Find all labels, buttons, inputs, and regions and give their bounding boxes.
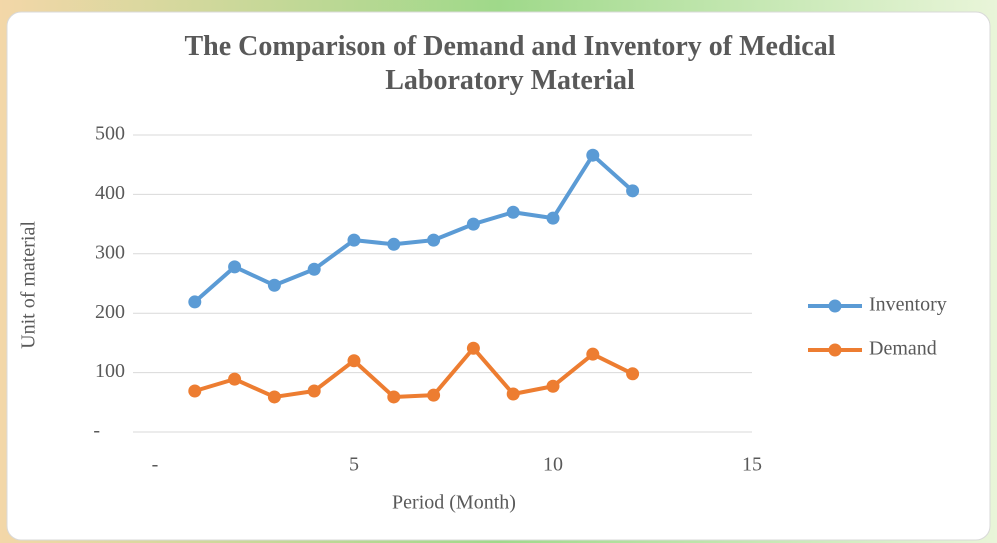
x-tick-label: - <box>152 454 159 476</box>
marker <box>427 388 441 402</box>
x-tick-label: 15 <box>742 454 762 476</box>
marker <box>466 217 480 231</box>
marker <box>546 379 560 393</box>
marker <box>506 387 520 401</box>
line <box>194 346 634 399</box>
marker <box>228 260 242 274</box>
marker <box>466 341 480 355</box>
y-axis-title: Unit of material <box>18 221 40 349</box>
marker <box>347 233 361 247</box>
chart-title: The Comparison of Demand and Inventory o… <box>184 31 836 96</box>
marker <box>188 295 202 309</box>
marker <box>427 233 441 247</box>
marker <box>626 367 640 381</box>
marker <box>586 148 600 162</box>
marker <box>307 262 321 276</box>
y-tick-label: - <box>93 420 100 442</box>
legend-marker <box>828 299 842 313</box>
marker <box>267 278 281 292</box>
marker <box>267 390 281 404</box>
y-tick-label: 400 <box>95 182 125 204</box>
x-axis-title: Period (Month) <box>392 492 516 514</box>
marker <box>188 384 202 398</box>
marker <box>506 205 520 219</box>
marker <box>387 390 401 404</box>
line <box>193 153 634 304</box>
y-tick-label: 200 <box>95 301 125 323</box>
y-tick-label: 500 <box>95 123 125 145</box>
marker <box>626 184 640 198</box>
marker <box>347 354 361 368</box>
legend-marker <box>828 343 842 357</box>
x-tick-label: 10 <box>543 454 563 476</box>
chart-panel <box>6 11 991 541</box>
marker <box>387 237 401 251</box>
y-tick-label: 300 <box>95 241 125 263</box>
y-tick-label: 100 <box>95 360 125 382</box>
legend-label: Demand <box>869 338 937 360</box>
marker <box>307 384 321 398</box>
marker <box>586 347 600 361</box>
marker <box>546 211 560 225</box>
x-tick-label: 5 <box>349 454 359 476</box>
legend-label: Inventory <box>869 294 947 316</box>
marker <box>228 372 242 386</box>
